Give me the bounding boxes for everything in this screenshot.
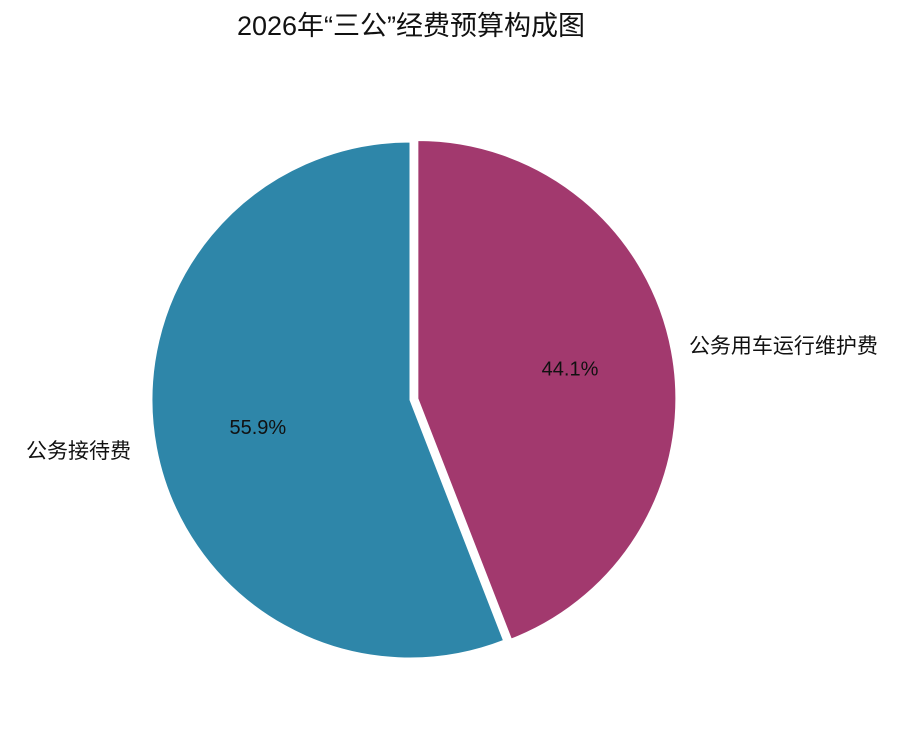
value-label: 44.1% <box>542 358 599 380</box>
slice-label: 公务接待费 <box>26 440 131 463</box>
slice-label: 公务用车运行维护费 <box>689 335 878 358</box>
pie-slice <box>417 140 677 640</box>
chart-title: 2026年“三公”经费预算构成图 <box>237 11 585 41</box>
pie-slice <box>151 141 505 659</box>
value-label: 55.9% <box>229 417 286 439</box>
